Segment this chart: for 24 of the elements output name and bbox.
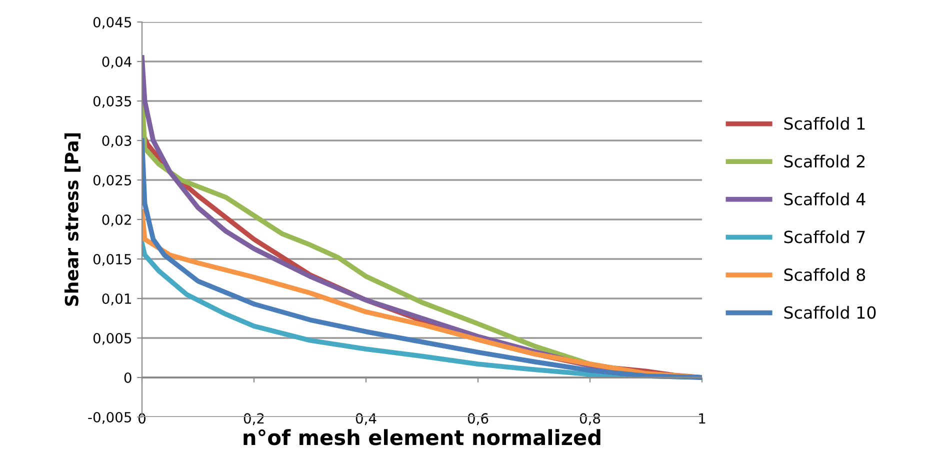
x-tick-label: 0,4 bbox=[356, 413, 376, 426]
legend-label: Scaffold 1 bbox=[784, 116, 865, 130]
legend-label: Scaffold 4 bbox=[784, 192, 866, 206]
legend-label: Scaffold 2 bbox=[784, 154, 865, 168]
legend-label: Scaffold 7 bbox=[784, 230, 865, 244]
x-tick-label: 0,2 bbox=[244, 413, 264, 426]
y-tick-label: 0,04 bbox=[102, 56, 132, 68]
y-tick-label: 0,03 bbox=[102, 135, 132, 148]
x-axis-title: n°of mesh element normalized bbox=[244, 429, 600, 446]
y-tick-label: 0,02 bbox=[102, 214, 131, 226]
x-tick-label: 1 bbox=[699, 413, 706, 424]
y-tick-label: 0,045 bbox=[93, 16, 132, 29]
y-tick-label: 0,015 bbox=[93, 254, 132, 266]
y-tick-label: 0,025 bbox=[93, 174, 132, 187]
y-tick-label: -0,005 bbox=[88, 412, 132, 424]
y-axis-title: Shear stress [Pa] bbox=[64, 133, 81, 306]
y-tick-label: 0,005 bbox=[93, 332, 132, 345]
y-tick-label: 0,035 bbox=[93, 96, 132, 108]
x-tick-label: 0,8 bbox=[580, 413, 600, 426]
x-tick-label: 0,6 bbox=[468, 413, 488, 426]
y-tick-label: 0 bbox=[124, 372, 132, 383]
legend-label: Scaffold 8 bbox=[784, 268, 866, 282]
y-tick-label: 0,01 bbox=[102, 293, 131, 306]
legend-label: Scaffold 10 bbox=[784, 306, 876, 319]
